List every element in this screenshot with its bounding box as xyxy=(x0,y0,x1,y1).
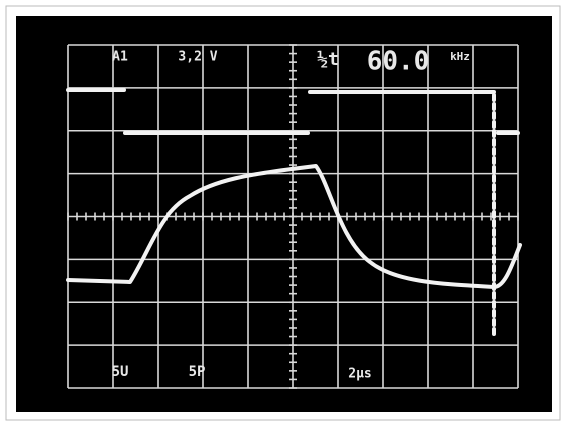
volts-per-div: 3,2 V xyxy=(178,50,217,65)
time-per-div: 2μs xyxy=(348,367,371,382)
bottom-label: 5U xyxy=(112,364,129,380)
page: A1 3,2 V ½t 60.0 kHz 5U 5P 2μs (() => { … xyxy=(0,0,568,422)
frequency-value: 60.0 xyxy=(367,47,430,77)
bottom-label: 5P xyxy=(189,364,206,380)
oscilloscope-screenshot: A1 3,2 V ½t 60.0 kHz 5U 5P 2μs xyxy=(0,0,568,422)
trigger-symbol: ½t xyxy=(317,49,339,70)
frequency-unit: kHz xyxy=(450,50,470,63)
channel-label: A1 xyxy=(112,50,128,65)
